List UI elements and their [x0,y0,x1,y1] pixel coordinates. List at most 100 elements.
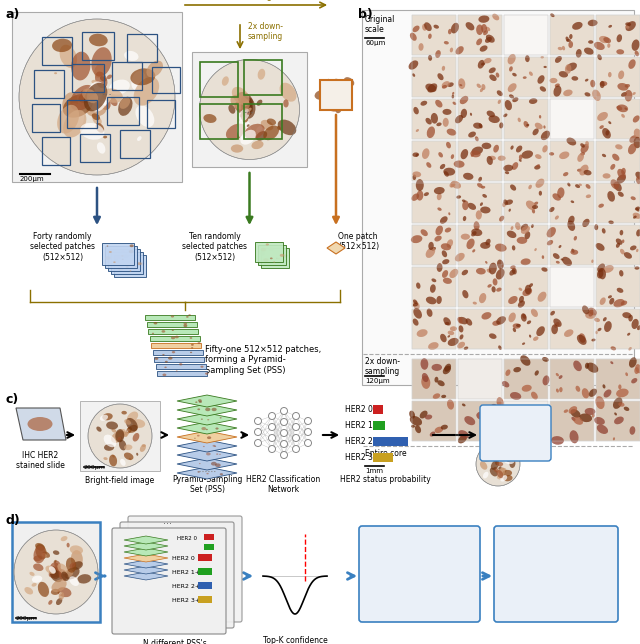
Ellipse shape [500,444,508,450]
Ellipse shape [35,543,45,551]
Polygon shape [124,566,168,574]
Ellipse shape [483,453,493,462]
Ellipse shape [511,226,513,230]
Bar [112,62,142,90]
Text: Forty randomly
selected patches
(512×512): Forty randomly selected patches (512×512… [30,232,95,262]
Ellipse shape [122,259,124,260]
Ellipse shape [510,265,516,269]
Bar [504,99,548,139]
Ellipse shape [463,173,474,180]
Text: d): d) [5,514,20,527]
Ellipse shape [421,375,430,389]
Ellipse shape [484,58,492,63]
Ellipse shape [515,222,520,230]
Ellipse shape [50,568,62,578]
Ellipse shape [594,417,605,425]
Ellipse shape [137,262,141,265]
Circle shape [305,439,312,446]
Bar [458,267,502,307]
Ellipse shape [247,108,252,111]
Ellipse shape [445,322,449,325]
Ellipse shape [184,325,188,327]
Bar [550,309,594,349]
Bar [458,57,502,97]
Ellipse shape [493,467,499,473]
Ellipse shape [426,162,431,168]
Ellipse shape [567,220,575,231]
Ellipse shape [556,261,560,263]
Bar [200,104,238,139]
Ellipse shape [125,430,129,436]
Bar [244,60,282,95]
Ellipse shape [237,118,251,140]
Text: HER2 0: HER2 0 [172,556,195,560]
Ellipse shape [492,14,499,21]
Ellipse shape [112,455,115,458]
Ellipse shape [52,39,72,52]
Ellipse shape [342,83,346,89]
Ellipse shape [605,130,609,136]
Ellipse shape [518,118,521,122]
Polygon shape [177,431,237,443]
Ellipse shape [559,71,568,77]
Ellipse shape [50,569,62,582]
Circle shape [269,435,275,442]
Ellipse shape [588,308,597,316]
Ellipse shape [334,87,340,91]
Ellipse shape [529,71,533,76]
Ellipse shape [58,564,68,574]
Bar [596,359,640,399]
Ellipse shape [109,455,117,466]
Ellipse shape [568,41,573,48]
Ellipse shape [70,562,76,568]
Text: Predicted
HER2 score:
max ŷ
y∈KCS: Predicted HER2 score: max ŷ y∈KCS [531,554,581,594]
Polygon shape [177,395,237,407]
Bar [504,309,548,349]
Bar [412,225,456,265]
Ellipse shape [617,104,628,112]
Bar [550,99,594,139]
Ellipse shape [258,69,265,80]
Ellipse shape [608,25,612,28]
Ellipse shape [570,409,580,418]
Ellipse shape [134,77,159,106]
Ellipse shape [509,459,515,468]
Ellipse shape [554,86,561,97]
Bar [550,401,594,441]
Ellipse shape [562,257,572,266]
Ellipse shape [270,258,273,260]
Ellipse shape [282,254,287,258]
Ellipse shape [497,397,504,408]
Ellipse shape [476,268,486,274]
Bar [412,141,456,181]
Ellipse shape [570,250,578,255]
Ellipse shape [582,219,589,227]
Ellipse shape [489,68,496,73]
Ellipse shape [435,225,443,235]
Ellipse shape [628,315,633,321]
Circle shape [292,413,300,419]
Ellipse shape [197,408,200,410]
Ellipse shape [425,415,432,419]
Ellipse shape [480,242,490,249]
Ellipse shape [534,248,537,251]
Bar [12,12,182,182]
Ellipse shape [197,435,200,437]
Ellipse shape [589,388,597,397]
Bar [321,81,351,109]
Ellipse shape [92,113,100,120]
Ellipse shape [93,115,102,125]
Ellipse shape [608,72,612,77]
Bar [145,315,195,320]
Text: Resizing: Resizing [237,0,273,1]
Ellipse shape [51,566,57,573]
Ellipse shape [33,564,44,571]
Ellipse shape [212,408,217,411]
Ellipse shape [493,433,498,438]
Ellipse shape [87,81,107,111]
Ellipse shape [409,411,415,419]
Ellipse shape [510,392,521,400]
Ellipse shape [131,68,156,85]
Ellipse shape [538,75,545,84]
Ellipse shape [611,361,613,364]
